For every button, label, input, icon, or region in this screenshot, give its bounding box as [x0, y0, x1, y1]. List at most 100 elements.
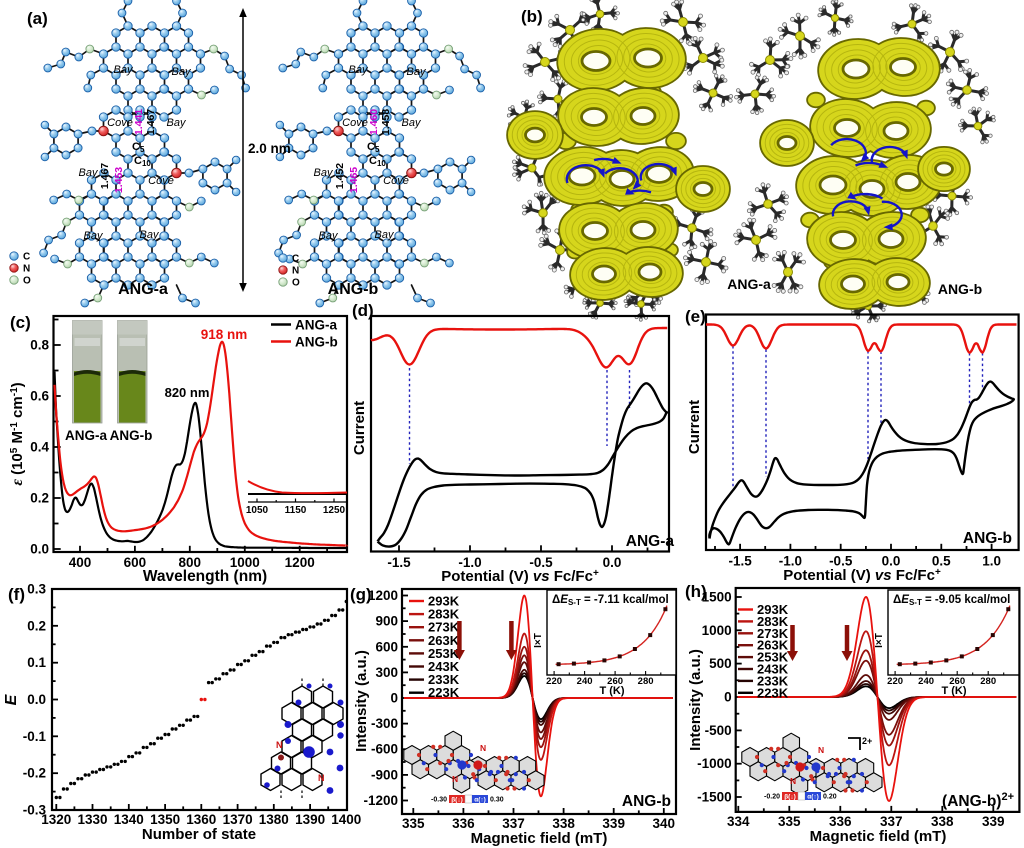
svg-text:T (K): T (K) — [941, 685, 966, 697]
svg-text:C10: C10 — [369, 155, 386, 168]
svg-text:220: 220 — [887, 676, 903, 687]
svg-text:1330: 1330 — [77, 812, 107, 827]
svg-text:1350: 1350 — [150, 812, 180, 827]
svg-text:ANG-a: ANG-a — [65, 428, 107, 443]
svg-text:-0.30: -0.30 — [431, 797, 447, 804]
svg-text:Potential (V) vs Fc/Fc+: Potential (V) vs Fc/Fc+ — [783, 567, 941, 585]
svg-text:N: N — [480, 743, 486, 753]
svg-text:273K: 273K — [757, 626, 789, 641]
svg-text:Wavelength (nm): Wavelength (nm) — [143, 568, 267, 585]
svg-text:-1.0: -1.0 — [458, 555, 481, 570]
svg-text:N: N — [23, 264, 30, 275]
svg-text:(e): (e) — [685, 307, 706, 326]
svg-text:0.1: 0.1 — [27, 655, 46, 670]
svg-text:-600: -600 — [371, 742, 398, 757]
svg-text:C5: C5 — [367, 141, 380, 154]
svg-text:-1.0: -1.0 — [779, 554, 802, 569]
svg-text:ANG-b: ANG-b — [622, 793, 671, 810]
svg-text:243K: 243K — [757, 662, 789, 677]
svg-text:280: 280 — [638, 676, 654, 687]
svg-text:339: 339 — [982, 814, 1005, 829]
svg-text:300: 300 — [375, 665, 398, 680]
svg-text:918 nm: 918 nm — [201, 327, 248, 342]
svg-text:0: 0 — [390, 691, 398, 706]
svg-text:1360: 1360 — [186, 812, 216, 827]
svg-text:223K: 223K — [757, 685, 789, 700]
svg-text:-0.20: -0.20 — [764, 794, 780, 801]
svg-text:Bay: Bay — [140, 229, 160, 241]
svg-text:-1000: -1000 — [697, 756, 732, 771]
svg-text:α(↑): α(↑) — [807, 794, 819, 801]
svg-text:1000: 1000 — [230, 555, 260, 570]
svg-text:Bay: Bay — [407, 66, 427, 78]
svg-text:0.2: 0.2 — [27, 618, 46, 633]
svg-text:Bay: Bay — [172, 66, 192, 78]
svg-text:Bay: Bay — [79, 167, 99, 179]
svg-text:-0.2: -0.2 — [23, 766, 46, 781]
svg-text:1.458: 1.458 — [380, 109, 392, 135]
svg-text:1370: 1370 — [223, 812, 253, 827]
svg-text:1000: 1000 — [702, 623, 732, 638]
svg-text:β(↓): β(↓) — [451, 797, 463, 804]
svg-text:-1.5: -1.5 — [728, 554, 752, 569]
svg-text:338: 338 — [552, 816, 575, 831]
svg-text:ANG-b: ANG-b — [328, 281, 379, 298]
svg-text:Cove: Cove — [107, 117, 133, 129]
svg-text:Intensity (a.u.): Intensity (a.u.) — [353, 650, 370, 752]
svg-text:N: N — [452, 774, 458, 784]
svg-text:Cove: Cove — [383, 175, 409, 187]
svg-text:O: O — [23, 276, 31, 287]
svg-text:293K: 293K — [428, 594, 460, 609]
svg-text:500: 500 — [709, 656, 732, 671]
svg-text:800: 800 — [179, 555, 202, 570]
svg-text:340: 340 — [653, 816, 676, 831]
svg-text:C5: C5 — [132, 141, 145, 154]
svg-text:O: O — [292, 278, 300, 289]
svg-text:N: N — [818, 745, 824, 755]
svg-text:820 nm: 820 nm — [165, 385, 210, 400]
svg-text:243K: 243K — [428, 659, 460, 674]
svg-text:(a): (a) — [27, 9, 48, 28]
svg-text:E: E — [3, 693, 20, 705]
svg-text:(ANG-b)2+: (ANG-b)2+ — [942, 791, 1014, 810]
svg-text:Potential (V) vs Fc/Fc+: Potential (V) vs Fc/Fc+ — [441, 568, 599, 586]
svg-text:ANG-a: ANG-a — [118, 281, 168, 298]
svg-text:334: 334 — [727, 814, 750, 829]
svg-text:337: 337 — [502, 816, 525, 831]
svg-text:N: N — [318, 773, 325, 783]
svg-text:Intensity (a.u.): Intensity (a.u.) — [687, 649, 704, 751]
svg-text:-0.3: -0.3 — [23, 803, 47, 818]
svg-text:1.0: 1.0 — [982, 554, 1001, 569]
svg-text:335: 335 — [402, 816, 425, 831]
svg-text:263K: 263K — [757, 638, 789, 653]
svg-text:273K: 273K — [428, 620, 460, 635]
svg-text:ANG-b: ANG-b — [963, 530, 1012, 547]
svg-text:(h): (h) — [685, 582, 707, 601]
svg-text:Bay: Bay — [375, 229, 395, 241]
svg-text:Magnetic field (mT): Magnetic field (mT) — [810, 828, 947, 845]
svg-text:Bay: Bay — [84, 230, 104, 242]
svg-text:ANG-b: ANG-b — [110, 428, 153, 443]
svg-text:Cove: Cove — [148, 175, 174, 187]
svg-text:233K: 233K — [757, 673, 789, 688]
svg-text:1250: 1250 — [323, 505, 346, 516]
svg-text:ε (105 M-1 cm-1): ε (105 M-1 cm-1) — [9, 382, 27, 485]
svg-text:Bay: Bay — [314, 167, 334, 179]
svg-text:-300: -300 — [371, 716, 398, 731]
svg-text:223K: 223K — [428, 685, 460, 700]
svg-text:0.5: 0.5 — [932, 554, 951, 569]
svg-text:0.4: 0.4 — [30, 440, 49, 455]
svg-text:Current: Current — [686, 400, 703, 454]
svg-text:1.452: 1.452 — [334, 163, 346, 189]
svg-text:0.3: 0.3 — [27, 582, 46, 597]
svg-text:β(↓): β(↓) — [784, 794, 796, 801]
svg-text:400: 400 — [69, 555, 92, 570]
svg-text:ANG-a: ANG-a — [727, 276, 771, 292]
svg-text:(c): (c) — [10, 313, 31, 332]
svg-text:220: 220 — [546, 676, 562, 687]
svg-text:0.8: 0.8 — [30, 338, 49, 353]
svg-text:-0.1: -0.1 — [23, 729, 47, 744]
svg-text:Number of state: Number of state — [142, 826, 256, 843]
svg-text:600: 600 — [124, 555, 147, 570]
svg-text:0.0: 0.0 — [30, 542, 49, 557]
